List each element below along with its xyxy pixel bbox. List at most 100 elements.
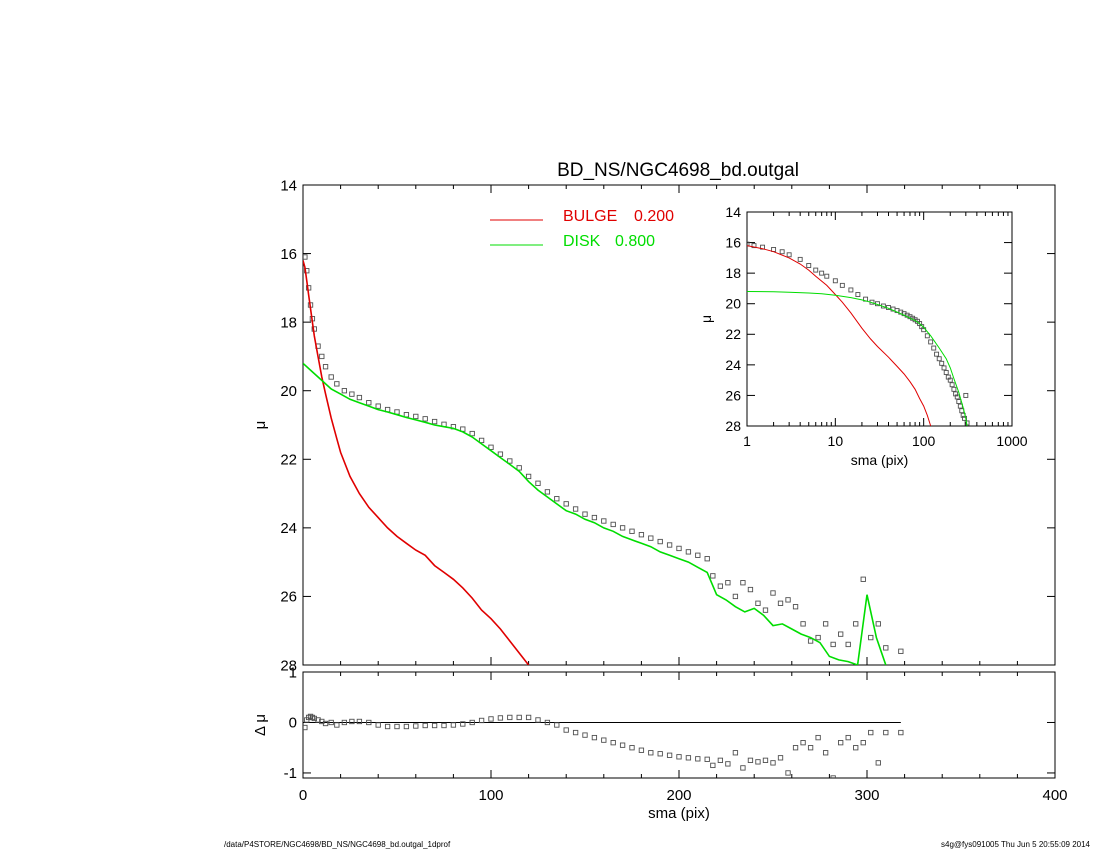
plot-frame <box>746 211 1013 427</box>
data-point <box>601 518 607 524</box>
data-point <box>431 418 438 425</box>
data-point <box>535 717 541 723</box>
data-point <box>516 465 522 471</box>
data-point <box>341 719 348 726</box>
inset-log-plot: 1 10 100 1000 14 16 18 20 22 24 26 28 sma (pix) μ <box>698 204 1028 468</box>
data-point <box>785 770 791 776</box>
data-point <box>666 542 673 548</box>
data-point <box>883 645 889 651</box>
data-point <box>725 761 731 767</box>
data-point <box>322 364 329 370</box>
data-point <box>875 760 881 766</box>
y-tick-label: 20 <box>725 296 741 312</box>
y-axis-label: μ <box>252 421 269 430</box>
data-point <box>755 759 761 765</box>
data-point <box>685 755 692 761</box>
data-point <box>591 514 598 521</box>
y-tick-label: 16 <box>280 246 297 263</box>
y-tick-label: 16 <box>725 234 741 250</box>
data-point <box>747 586 754 593</box>
footer-timestamp: s4g@fys091005 Thu Jun 5 20:55:09 2014 <box>941 840 1090 849</box>
data-point <box>845 734 851 741</box>
data-point <box>516 714 522 721</box>
data-point <box>755 600 761 606</box>
data-point <box>819 270 825 276</box>
y-tick-label: 22 <box>725 326 741 342</box>
data-point <box>779 249 785 255</box>
data-point <box>666 752 673 758</box>
data-point <box>785 597 791 603</box>
data-point <box>311 715 317 722</box>
data-point <box>807 745 814 751</box>
data-point <box>507 714 513 721</box>
data-point <box>815 634 821 641</box>
data-point <box>544 489 551 495</box>
data-point <box>792 604 799 610</box>
data-point <box>770 760 776 766</box>
y-tick-label: 18 <box>725 265 741 281</box>
data-point <box>797 256 803 262</box>
data-point <box>657 538 663 545</box>
data-point <box>366 719 372 726</box>
y-axis-label: μ <box>698 315 714 323</box>
disk-profile-line <box>303 362 887 665</box>
data-point <box>497 715 504 721</box>
data-point <box>356 718 363 725</box>
data-point <box>941 365 947 371</box>
data-point <box>848 287 854 293</box>
data-point <box>488 716 494 722</box>
data-point <box>303 724 308 731</box>
data-point <box>822 750 829 756</box>
y-tick-label: 0 <box>289 715 297 732</box>
data-point <box>328 374 334 380</box>
x-tick-label: 1 <box>743 433 751 449</box>
data-point <box>839 282 845 288</box>
data-point <box>413 723 419 729</box>
legend-bulge-value: 0.200 <box>634 208 674 225</box>
data-point <box>334 381 340 387</box>
y-tick-label: 28 <box>725 418 741 434</box>
data-point <box>792 745 799 751</box>
data-point <box>525 714 532 721</box>
data-point <box>883 729 889 736</box>
data-point <box>947 377 953 383</box>
y-tick-label: 20 <box>280 383 297 400</box>
data-point <box>934 351 940 357</box>
y-tick-label: 14 <box>280 177 297 194</box>
data-point <box>563 727 569 733</box>
data-point <box>860 740 866 746</box>
data-point <box>830 775 836 778</box>
y-tick-label: 22 <box>280 452 297 469</box>
data-point <box>460 721 466 727</box>
data-point <box>806 263 812 268</box>
x-tick-label: 100 <box>478 787 503 804</box>
y-tick-label: 28 <box>280 657 297 674</box>
data-point <box>554 722 560 728</box>
data-point <box>431 722 438 729</box>
data-point <box>956 399 962 404</box>
data-point <box>572 506 579 512</box>
x-tick-label: 0 <box>299 787 307 804</box>
y-tick-label: 14 <box>725 204 741 220</box>
data-point <box>610 521 616 528</box>
data-point <box>629 745 635 751</box>
data-point <box>710 573 716 579</box>
data-point <box>951 386 957 392</box>
data-point <box>610 740 616 746</box>
plot-area <box>303 254 904 665</box>
plot-area <box>747 241 970 426</box>
data-point <box>469 430 475 437</box>
data-point <box>725 580 731 586</box>
data-point <box>838 631 844 637</box>
main-profile-plot: 14 16 18 20 22 24 26 28 μ <box>252 177 1056 674</box>
data-point <box>478 717 485 724</box>
data-point <box>845 641 851 648</box>
data-point <box>638 747 645 753</box>
data-point <box>928 339 934 345</box>
data-point <box>450 722 457 728</box>
data-point <box>777 755 784 761</box>
legend-disk-name: DISK <box>563 233 601 250</box>
data-point <box>898 648 904 654</box>
data-point <box>572 729 579 736</box>
